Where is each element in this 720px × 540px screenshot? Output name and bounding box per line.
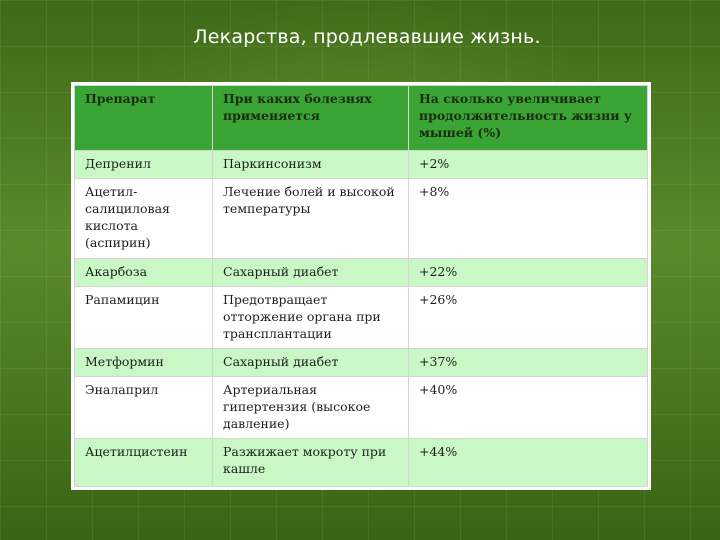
table-row: Эналаприл Артериальная гипертензия (высо…: [74, 376, 648, 439]
table-row: Ацетилцистеин Разжижает мокроту при кашл…: [74, 438, 648, 487]
disease-cell: Сахарный диабет: [212, 348, 409, 377]
table-row: Депренил Паркинсонизм +2%: [74, 150, 648, 179]
drug-cell: Акарбоза: [74, 258, 213, 287]
increase-cell: +44%: [408, 438, 648, 487]
table-row: Ацетил-салициловая кислота (аспирин) Леч…: [74, 178, 648, 259]
header-drug: Препарат: [74, 85, 213, 151]
disease-cell: Артериальная гипертензия (высокое давлен…: [212, 376, 409, 439]
increase-cell: +40%: [408, 376, 648, 439]
drug-cell: Ацетилцистеин: [74, 438, 213, 487]
increase-cell: +8%: [408, 178, 648, 259]
increase-cell: +22%: [408, 258, 648, 287]
increase-cell: +37%: [408, 348, 648, 377]
increase-cell: +26%: [408, 286, 648, 349]
table-row: Метформин Сахарный диабет +37%: [74, 348, 648, 377]
header-disease: При каких болезнях применяется: [212, 85, 409, 151]
drug-cell: Рапамицин: [74, 286, 213, 349]
drug-cell: Эналаприл: [74, 376, 213, 439]
table-row: Акарбоза Сахарный диабет +22%: [74, 258, 648, 287]
drug-table-container: Препарат При каких болезнях применяется …: [71, 82, 651, 490]
header-lifespan-increase: На сколько увеличивает продолжительность…: [408, 85, 648, 151]
disease-cell: Сахарный диабет: [212, 258, 409, 287]
disease-cell: Лечение болей и высокой температуры: [212, 178, 409, 259]
disease-cell: Предотвращает отторжение органа при тран…: [212, 286, 409, 349]
table-row: Рапамицин Предотвращает отторжение орган…: [74, 286, 648, 349]
increase-cell: +2%: [408, 150, 648, 179]
disease-cell: Паркинсонизм: [212, 150, 409, 179]
drug-table: Препарат При каких болезнях применяется …: [74, 85, 648, 487]
slide-title: Лекарства, продлевавшие жизнь.: [193, 26, 541, 48]
disease-cell: Разжижает мокроту при кашле: [212, 438, 409, 487]
drug-cell: Ацетил-салициловая кислота (аспирин): [74, 178, 213, 259]
drug-cell: Депренил: [74, 150, 213, 179]
table-header-row: Препарат При каких болезнях применяется …: [74, 85, 648, 151]
drug-cell: Метформин: [74, 348, 213, 377]
